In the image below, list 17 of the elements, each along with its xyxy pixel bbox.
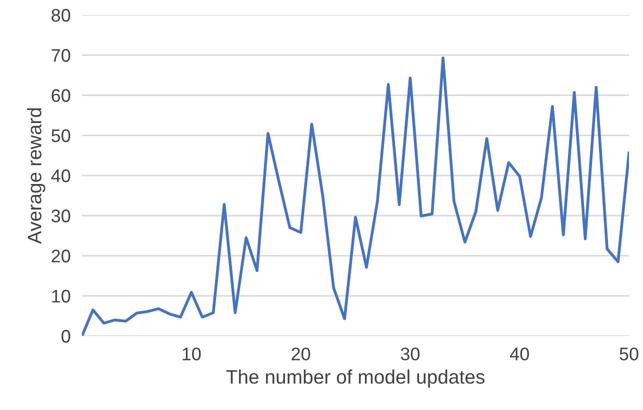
y-tick-label: 30: [51, 210, 70, 222]
x-tick-label: 20: [292, 348, 310, 360]
y-tick-label: 50: [52, 129, 70, 142]
line-series: [82, 56, 629, 336]
x-tick-label: 30: [400, 348, 420, 360]
x-tick-label: 10: [182, 348, 201, 360]
y-tick-label: 40: [51, 169, 70, 182]
x-tick-label: 50: [620, 348, 638, 360]
y-tick-label: 20: [52, 250, 70, 262]
y-tick-label: 10: [52, 290, 70, 303]
y-tick-label: 0: [62, 330, 70, 343]
x-axis-title: The number of model updates: [226, 370, 485, 388]
y-axis-title: Average reward: [27, 108, 46, 244]
y-tick-label: 70: [52, 49, 70, 62]
x-tick-label: 40: [510, 348, 529, 360]
y-tick-label: 60: [52, 89, 70, 102]
y-tick-label: 80: [52, 8, 70, 22]
